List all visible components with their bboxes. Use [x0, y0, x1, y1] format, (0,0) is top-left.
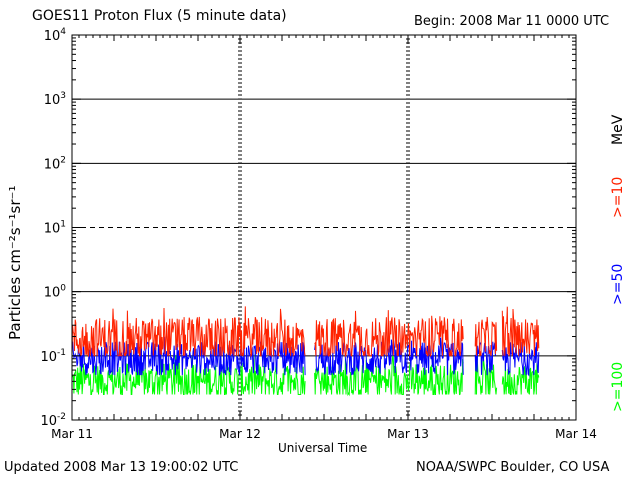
y-tick-label-6: 10-2	[40, 412, 66, 429]
x-axis-label: Universal Time	[278, 441, 368, 455]
series-line-1	[71, 336, 540, 377]
x-tick-label-1: Mar 12	[219, 427, 261, 441]
updated-time: Updated 2008 Mar 13 19:00:02 UTC	[4, 460, 239, 475]
y-axis-label: Particles cm⁻²s⁻¹sr⁻¹	[6, 185, 24, 340]
series-line-0	[71, 306, 540, 358]
legend-unit: MeV	[610, 114, 626, 145]
credit: NOAA/SWPC Boulder, CO USA	[416, 460, 610, 475]
chart-title: GOES11 Proton Flux (5 minute data)	[32, 8, 287, 24]
y-tick-label-5: 10-1	[40, 348, 66, 365]
y-tick-label-2: 102	[44, 155, 66, 172]
y-tick-label-0: 104	[44, 27, 67, 44]
y-tick-label-3: 101	[44, 220, 66, 237]
series-line-2	[71, 353, 540, 397]
y-tick-label-1: 103	[44, 91, 66, 108]
y-tick-label-4: 100	[44, 284, 67, 301]
x-tick-label-0: Mar 11	[51, 427, 93, 441]
x-tick-label-3: Mar 14	[555, 427, 597, 441]
legend-series-2: >=100	[610, 361, 626, 412]
legend-series-1: >=50	[610, 263, 626, 305]
legend-series-0: >=10	[610, 176, 626, 218]
x-tick-label-2: Mar 13	[387, 427, 429, 441]
begin-time: Begin: 2008 Mar 11 0000 UTC	[414, 14, 610, 29]
